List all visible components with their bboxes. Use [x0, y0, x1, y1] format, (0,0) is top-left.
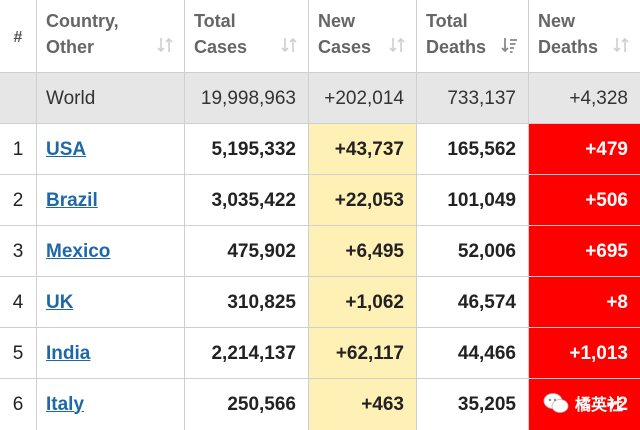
table-row: 2 Brazil 3,035,422 +22,053 101,049 +506 — [0, 174, 640, 226]
total-deaths-cell: 165,562 — [416, 124, 528, 175]
country-link-mexico[interactable]: Mexico — [46, 240, 111, 262]
table-row: 1 USA 5,195,332 +43,737 165,562 +479 — [0, 123, 640, 175]
header-new-deaths-label: New Deaths — [538, 11, 599, 57]
total-deaths-cell: 46,574 — [416, 277, 528, 328]
total-cases-cell: 5,195,332 — [184, 124, 308, 175]
country-link-uk[interactable]: UK — [46, 291, 74, 313]
new-cases-cell: +43,737 — [308, 124, 416, 175]
total-cases-cell: 475,902 — [184, 226, 308, 277]
rank-cell: 6 — [12, 393, 24, 415]
world-total-row: World 19,998,963 +202,014 733,137 +4,328 — [0, 72, 640, 124]
new-cases-cell: +22,053 — [308, 175, 416, 226]
chat-bubbles-icon — [543, 393, 569, 413]
new-deaths-cell: +1,013 — [528, 328, 640, 379]
new-cases-cell: +1,062 — [308, 277, 416, 328]
table-row: 4 UK 310,825 +1,062 46,574 +8 — [0, 276, 640, 328]
new-deaths-cell: +695 — [528, 226, 640, 277]
country-link-usa[interactable]: USA — [46, 138, 87, 160]
header-country[interactable]: Country, Other — [36, 0, 184, 72]
total-cases-cell: 250,566 — [184, 379, 308, 430]
new-cases-cell: +463 — [308, 379, 416, 430]
total-deaths-cell: 35,205 — [416, 379, 528, 430]
rank-cell: 1 — [12, 138, 24, 160]
table-row: 6 Italy 250,566 +463 35,205 +2 — [0, 378, 640, 430]
sort-icon[interactable] — [388, 36, 406, 54]
sort-icon[interactable] — [612, 36, 630, 54]
world-new-cases: +202,014 — [308, 73, 416, 124]
world-total-deaths: 733,137 — [416, 73, 528, 124]
table-header-row: # Country, Other Total Cases New Cases T… — [0, 0, 640, 73]
total-cases-cell: 2,214,137 — [184, 328, 308, 379]
new-deaths-cell: +8 — [528, 277, 640, 328]
table-row: 3 Mexico 475,902 +6,495 52,006 +695 — [0, 225, 640, 277]
header-new-deaths[interactable]: New Deaths — [528, 0, 640, 72]
new-deaths-cell: +506 — [528, 175, 640, 226]
country-link-india[interactable]: India — [46, 342, 91, 364]
country-link-brazil[interactable]: Brazil — [46, 189, 98, 211]
watermark-text: 橘英社 — [575, 397, 624, 414]
sort-icon[interactable] — [280, 36, 298, 54]
header-country-label: Country, Other — [46, 11, 119, 57]
rank-cell: 3 — [12, 240, 24, 262]
header-rank: # — [0, 0, 36, 72]
header-new-cases[interactable]: New Cases — [308, 0, 416, 72]
rank-cell: 2 — [12, 189, 24, 211]
new-cases-cell: +62,117 — [308, 328, 416, 379]
world-label: World — [36, 73, 184, 124]
sort-desc-active-icon[interactable] — [500, 36, 518, 54]
total-cases-cell: 3,035,422 — [184, 175, 308, 226]
total-deaths-cell: 44,466 — [416, 328, 528, 379]
rank-cell: 5 — [12, 342, 24, 364]
sort-icon[interactable] — [156, 36, 174, 54]
total-deaths-cell: 52,006 — [416, 226, 528, 277]
total-cases-cell: 310,825 — [184, 277, 308, 328]
header-total-deaths[interactable]: Total Deaths — [416, 0, 528, 72]
watermark: 橘英社 — [543, 389, 635, 417]
world-total-cases: 19,998,963 — [184, 73, 308, 124]
table-row: 5 India 2,214,137 +62,117 44,466 +1,013 — [0, 327, 640, 379]
country-link-italy[interactable]: Italy — [46, 393, 85, 415]
total-deaths-cell: 101,049 — [416, 175, 528, 226]
header-total-deaths-label: Total Deaths — [426, 11, 487, 57]
world-rank-cell — [0, 73, 36, 124]
world-new-deaths: +4,328 — [528, 73, 640, 124]
new-deaths-cell: +479 — [528, 124, 640, 175]
header-total-cases[interactable]: Total Cases — [184, 0, 308, 72]
rank-cell: 4 — [12, 291, 24, 313]
header-total-cases-label: Total Cases — [194, 11, 248, 57]
header-rank-label: # — [13, 29, 23, 46]
new-cases-cell: +6,495 — [308, 226, 416, 277]
header-new-cases-label: New Cases — [318, 11, 372, 57]
